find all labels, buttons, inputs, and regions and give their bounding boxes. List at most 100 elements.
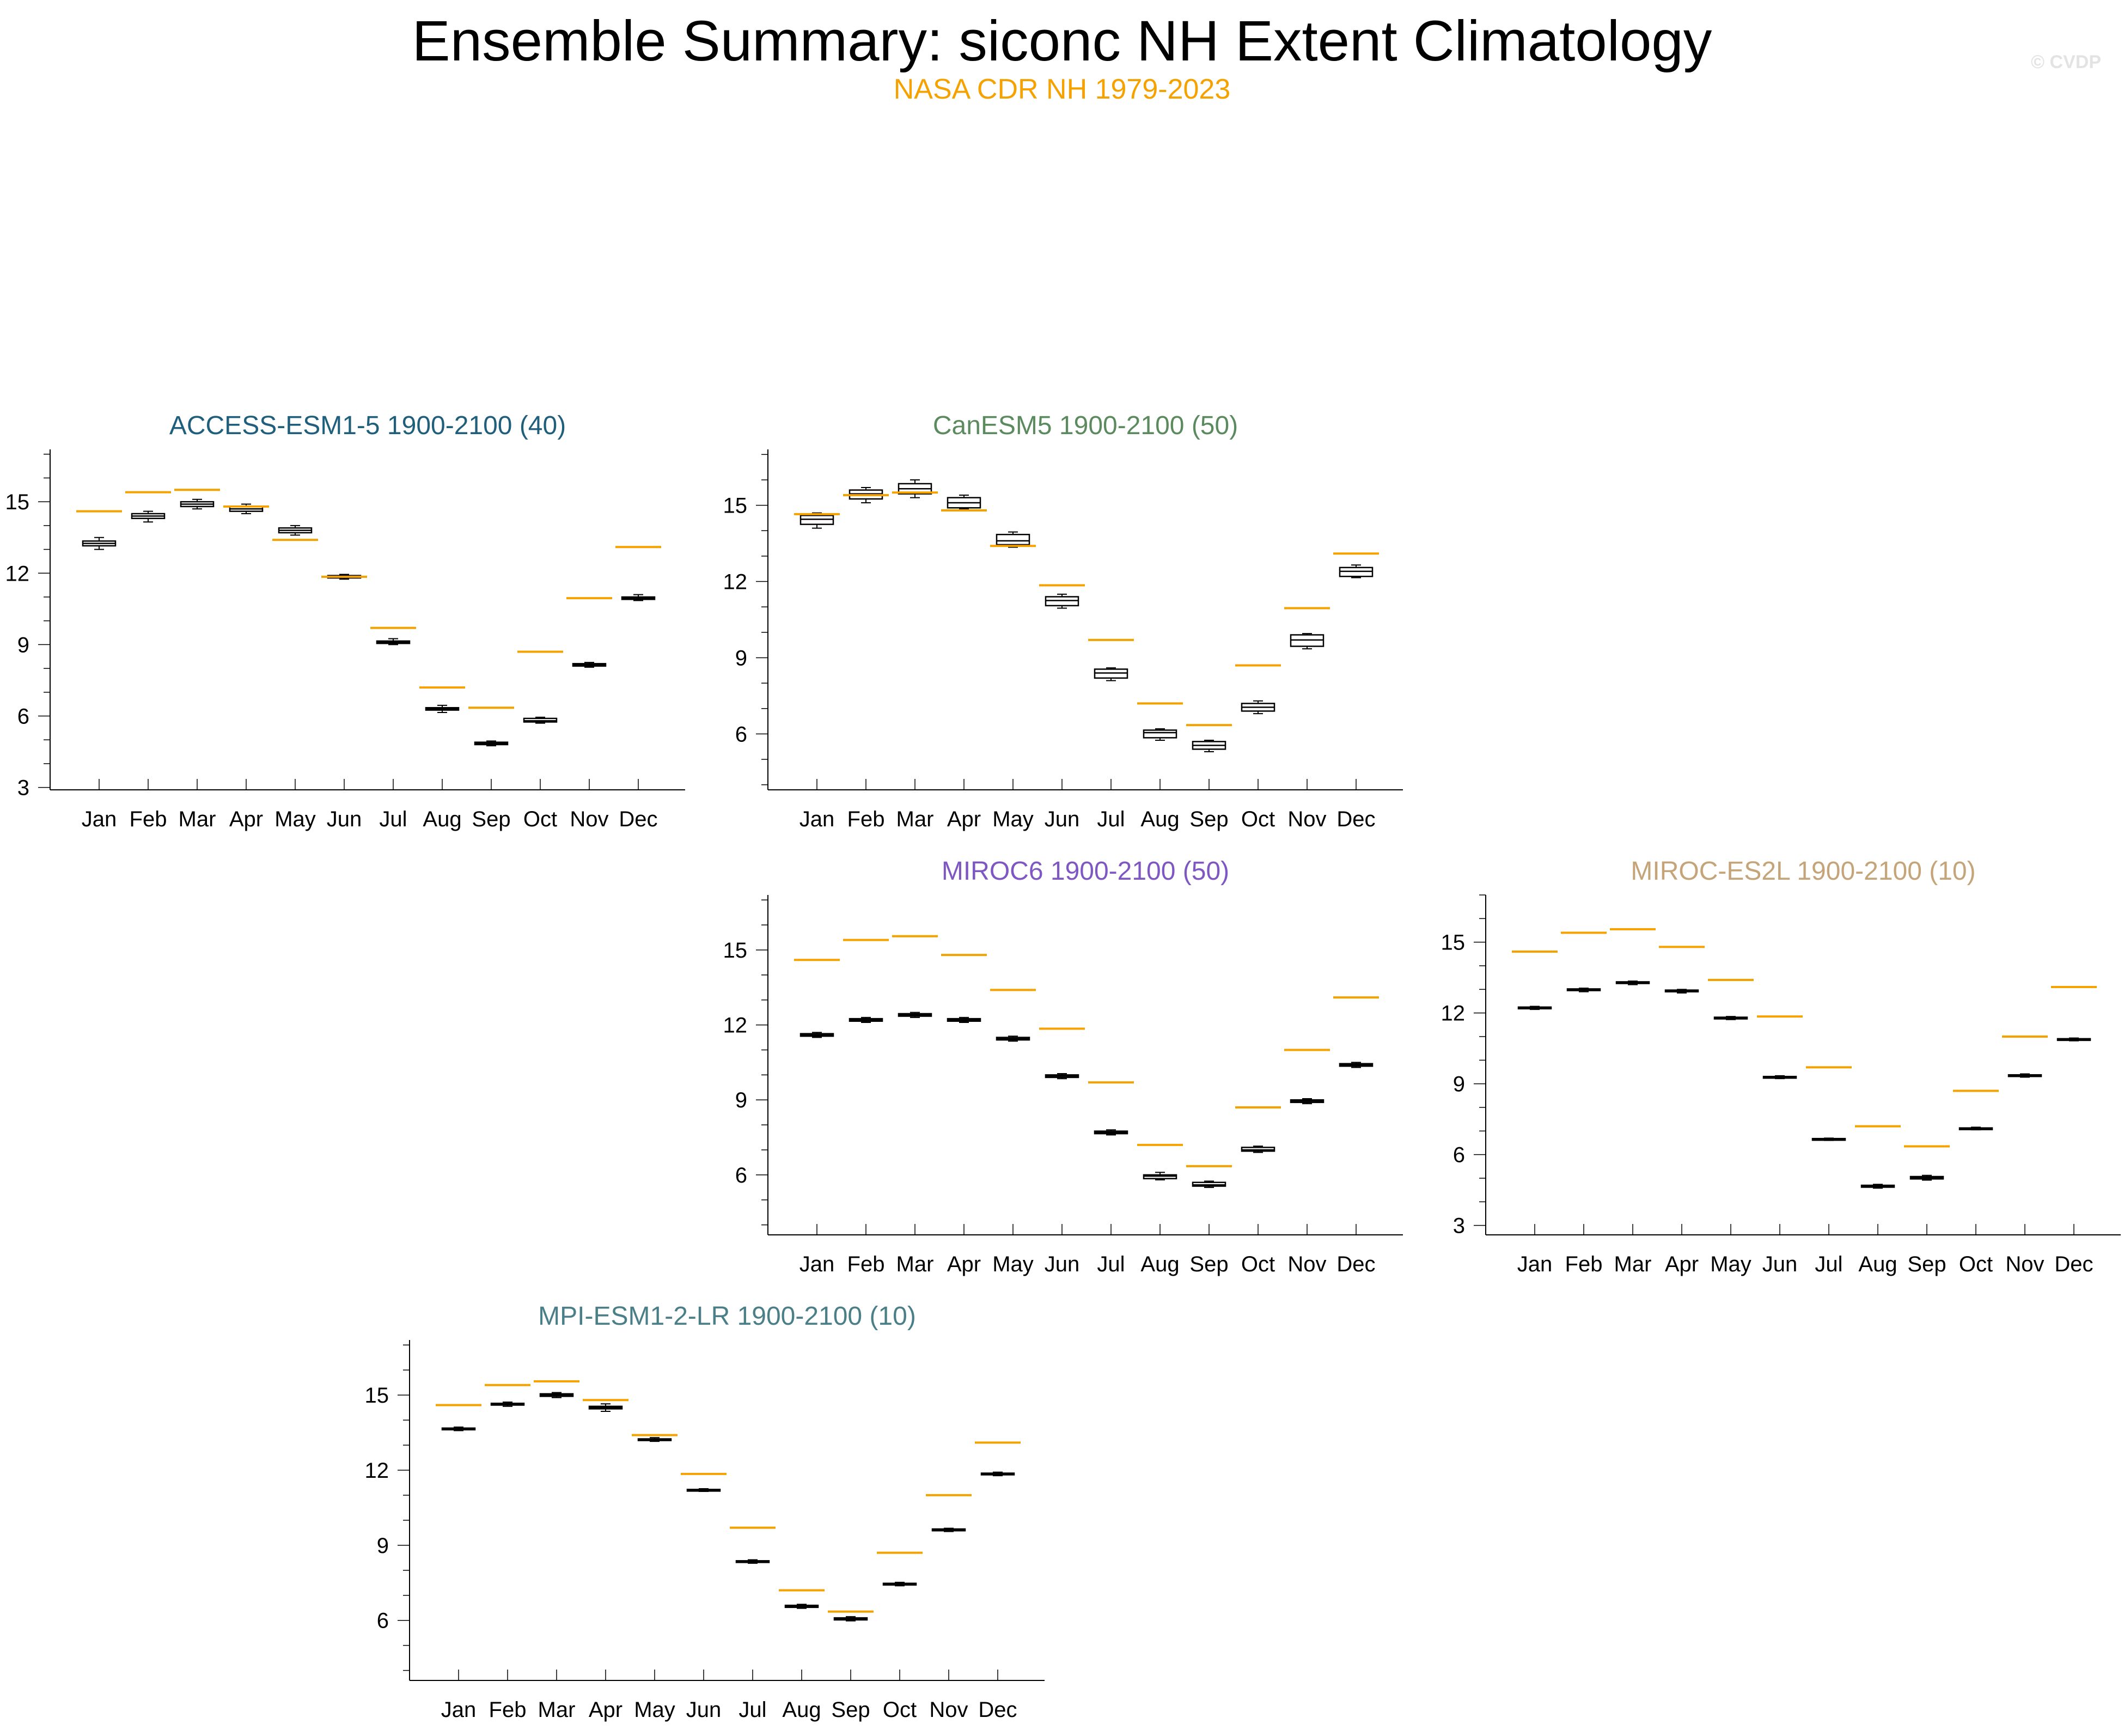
box-dec [1339,1062,1374,1068]
box-may [278,525,313,536]
x-tick-label: Apr [947,1252,981,1276]
x-tick-label: Nov [570,807,608,831]
y-tick-label: 9 [17,633,29,657]
box-mar [180,498,215,510]
x-tick-label: Jun [1762,1252,1798,1276]
chart-panel-4: MIROC-ES2L 1900-2100 (10) 3 6 9 12 15 Jan Feb Ma… [1441,857,2121,1276]
box-jul [376,638,411,645]
x-tick-label: Apr [229,807,263,831]
box-jan [799,1032,834,1038]
chart-title: MPI-ESM1-2-LR 1900-2100 (10) [538,1302,916,1331]
box-dec [621,594,656,601]
box-apr [947,494,981,510]
box-jul [1811,1137,1846,1141]
y-tick-label: 15 [5,490,30,514]
y-tick-label: 3 [17,776,29,800]
x-tick-label: Jun [1045,1252,1080,1276]
box-aug [1860,1184,1895,1189]
x-tick-label: Dec [619,807,657,831]
box-oct [523,716,558,724]
box-jul [735,1559,770,1564]
box-jul [1094,667,1128,681]
x-tick-label: Jan [441,1698,477,1722]
x-tick-label: Jan [799,1252,835,1276]
y-tick-label: 9 [735,1088,747,1112]
box-dec [2056,1037,2091,1041]
box-jun [686,1488,721,1493]
box-jan [441,1426,476,1432]
chart-panel-1: ACCESS-ESM1-5 1900-2100 (40) 3 6 9 12 15 Jan Fe… [5,411,685,831]
x-tick-label: Oct [1241,807,1275,831]
y-tick-label: 6 [735,1164,747,1187]
x-tick-label: May [274,807,316,831]
box-sep [1192,1180,1226,1188]
x-tick-label: Aug [1858,1252,1897,1276]
x-tick-label: Oct [883,1698,917,1722]
x-tick-label: Jun [1045,807,1080,831]
box-jun [1045,593,1079,609]
box-jun [1045,1073,1079,1080]
box-feb [490,1401,525,1407]
x-tick-label: Feb [489,1698,527,1722]
box-may [996,1035,1030,1042]
x-tick-label: Sep [1189,1252,1228,1276]
x-tick-label: Nov [1287,1252,1326,1276]
y-tick-label: 12 [723,1014,748,1038]
box-dec [1339,564,1374,578]
y-tick-label: 6 [17,705,29,729]
x-tick-label: Oct [1241,1252,1275,1276]
x-tick-label: Nov [2005,1252,2044,1276]
y-tick-label: 12 [5,562,30,586]
x-tick-label: Sep [831,1698,870,1722]
box-dec [980,1471,1015,1477]
box-nov [1290,1098,1325,1105]
chart-title: ACCESS-ESM1-5 1900-2100 (40) [169,411,566,440]
x-tick-label: Mar [896,1252,934,1276]
box-sep [1909,1174,1944,1181]
box-oct [1958,1126,1993,1131]
box-jul [1094,1129,1128,1136]
chart-panel-3: MIROC6 1900-2100 (50) 6 9 12 15 Jan Feb Mar Apr M… [723,857,1403,1276]
box-oct [882,1581,917,1587]
x-tick-label: Dec [1336,807,1375,831]
box-may [1713,1016,1748,1020]
box-iqr [1143,729,1177,739]
x-tick-label: Oct [523,807,557,831]
chart-title: MIROC6 1900-2100 (50) [942,857,1229,886]
x-tick-label: May [634,1698,675,1722]
y-tick-label: 3 [1453,1214,1465,1238]
box-apr [588,1403,623,1412]
chart-panel-2: CanESM5 1900-2100 (50) 6 9 12 15 Jan Feb Mar Apr… [723,411,1403,831]
y-tick-label: 9 [377,1534,389,1558]
box-nov [931,1527,966,1532]
y-tick-label: 12 [365,1459,389,1483]
x-tick-label: Jun [686,1698,722,1722]
box-jan [1517,1006,1552,1010]
box-feb [131,510,166,523]
x-tick-label: Aug [1140,807,1179,831]
y-tick-label: 12 [723,570,748,594]
x-tick-label: Mar [538,1698,576,1722]
y-tick-label: 6 [377,1609,389,1633]
x-tick-label: Nov [929,1698,968,1722]
x-tick-label: Dec [2054,1252,2093,1276]
x-tick-label: Aug [1140,1252,1179,1276]
watermark: © CVDP [2031,52,2101,72]
y-tick-label: 9 [1453,1073,1465,1097]
x-tick-label: Oct [1959,1252,1993,1276]
box-aug [1143,728,1177,741]
x-tick-label: Sep [1907,1252,1946,1276]
x-tick-label: Mar [179,807,216,831]
box-may [637,1437,672,1442]
box-sep [833,1616,868,1622]
x-tick-label: Apr [589,1698,622,1722]
x-tick-label: May [992,807,1034,831]
x-tick-label: Nov [1287,807,1326,831]
chart-title: MIROC-ES2L 1900-2100 (10) [1631,857,1975,886]
y-tick-label: 15 [723,939,748,963]
box-jun [1762,1075,1797,1080]
box-mar [1615,980,1650,985]
box-nov [1290,633,1325,650]
x-tick-label: Jul [379,807,407,831]
